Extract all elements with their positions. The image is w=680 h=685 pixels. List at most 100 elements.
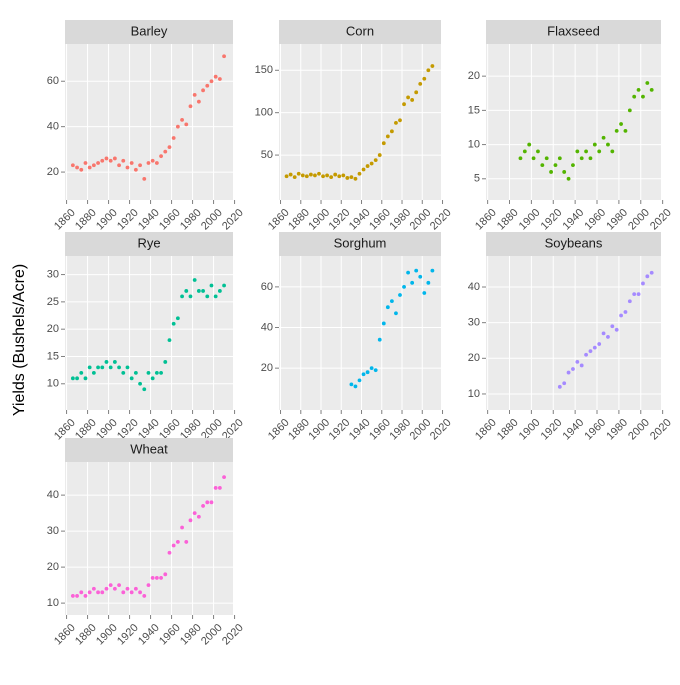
point — [100, 590, 105, 595]
x-tick-label: 1900 — [306, 207, 332, 233]
x-tick-label: 2000 — [199, 622, 225, 648]
point — [91, 163, 96, 168]
point — [83, 161, 88, 165]
point — [79, 167, 84, 172]
point — [313, 173, 317, 178]
point — [389, 299, 394, 304]
x-tick-label: 1860 — [52, 207, 78, 233]
point — [579, 363, 584, 368]
point — [641, 94, 645, 99]
point — [579, 156, 584, 161]
point — [201, 289, 205, 293]
panel: Sorghum 20 40 60 186018801900192019401960198… — [261, 232, 454, 443]
point — [357, 171, 362, 176]
point — [209, 500, 214, 505]
y-tick-label: 10 — [47, 378, 59, 390]
point — [83, 376, 88, 381]
point — [601, 331, 606, 336]
panel-title: Barley — [131, 23, 168, 38]
point — [133, 586, 138, 591]
point — [192, 278, 197, 282]
point — [188, 294, 193, 299]
panel-title: Soybeans — [545, 235, 603, 250]
point — [205, 294, 210, 299]
point — [614, 128, 619, 133]
point — [426, 280, 431, 285]
point — [345, 176, 350, 180]
point — [163, 149, 168, 154]
panel-title: Flaxseed — [547, 23, 600, 38]
point — [184, 289, 189, 293]
point — [592, 142, 597, 147]
point — [414, 268, 419, 273]
point — [87, 365, 92, 370]
point — [222, 283, 226, 288]
point — [410, 280, 415, 285]
point — [104, 360, 109, 364]
point — [592, 345, 597, 350]
point — [209, 283, 214, 288]
point — [557, 156, 562, 161]
panel-title: Sorghum — [334, 235, 387, 250]
point — [188, 104, 193, 109]
point — [601, 135, 606, 140]
point — [394, 120, 398, 125]
panel: Rye1015202530186018801900192019401960198… — [47, 232, 246, 443]
x-tick-label: 1980 — [387, 207, 413, 233]
point — [70, 376, 75, 381]
point — [100, 365, 105, 370]
plot-background — [65, 256, 233, 410]
point — [333, 172, 338, 177]
point — [619, 313, 623, 318]
x-tick-label: 1880 — [495, 417, 521, 443]
point — [175, 124, 180, 129]
point — [171, 321, 176, 326]
point — [104, 156, 109, 161]
y-tick-label: 30 — [47, 268, 59, 280]
point — [201, 88, 205, 93]
x-tick-label: 1940 — [347, 417, 373, 443]
point — [536, 149, 540, 154]
point — [205, 83, 210, 88]
point — [222, 475, 226, 480]
strip — [65, 232, 233, 256]
x-tick-label: 1960 — [582, 417, 608, 443]
point — [353, 384, 358, 389]
point — [645, 274, 650, 279]
x-tick-label: 2000 — [408, 417, 434, 443]
point — [597, 149, 602, 154]
point — [196, 99, 201, 104]
point — [430, 64, 435, 68]
point — [129, 590, 134, 595]
point — [133, 370, 138, 375]
point — [108, 158, 113, 163]
point — [217, 486, 222, 490]
y-tick-label: 50 — [261, 149, 273, 161]
x-tick-label: 1960 — [367, 207, 393, 233]
point — [627, 299, 632, 304]
point — [317, 171, 321, 176]
point — [422, 76, 427, 81]
y-tick-label: 40 — [47, 489, 59, 501]
point — [213, 74, 218, 79]
point — [129, 161, 134, 165]
x-tick-label: 2000 — [626, 207, 652, 233]
point — [300, 173, 305, 178]
point — [381, 141, 386, 146]
x-tick-label: 1980 — [604, 417, 630, 443]
point — [549, 170, 553, 174]
point — [610, 149, 615, 154]
strip — [279, 20, 441, 44]
point — [649, 87, 654, 92]
point — [365, 370, 370, 375]
point — [553, 163, 558, 168]
x-tick-label: 2000 — [408, 207, 434, 233]
panel-title: Rye — [137, 235, 160, 250]
point — [341, 173, 346, 178]
point — [308, 172, 313, 177]
point — [398, 293, 402, 297]
point — [292, 175, 297, 180]
y-tick-label: 40 — [261, 321, 273, 333]
point — [150, 576, 155, 580]
